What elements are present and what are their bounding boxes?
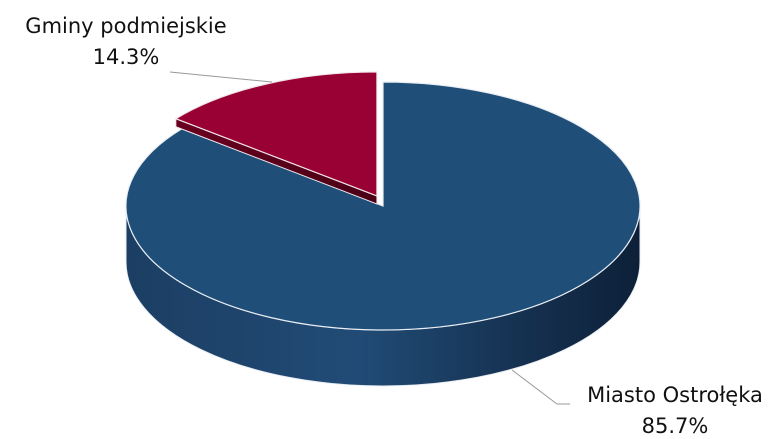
leader-line-miasto-ostroleka xyxy=(511,369,570,405)
pie-slice-top-gminy-podmiejskie xyxy=(174,71,378,197)
pie-slice-top-miasto-ostroleka xyxy=(125,81,641,331)
slice-label-gminy-podmiejskie: Gminy podmiejskie xyxy=(25,14,226,38)
leader-line-gminy-podmiejskie xyxy=(169,71,273,83)
pie-slice-miasto-ostroleka xyxy=(125,81,641,387)
slice-value-miasto-ostroleka: 85.7% xyxy=(642,414,709,438)
slice-label-miasto-ostroleka: Miasto Ostrołęka xyxy=(587,383,763,407)
slice-value-gminy-podmiejskie: 14.3% xyxy=(93,45,160,69)
pie-slice-gminy-podmiejskie xyxy=(174,71,378,205)
